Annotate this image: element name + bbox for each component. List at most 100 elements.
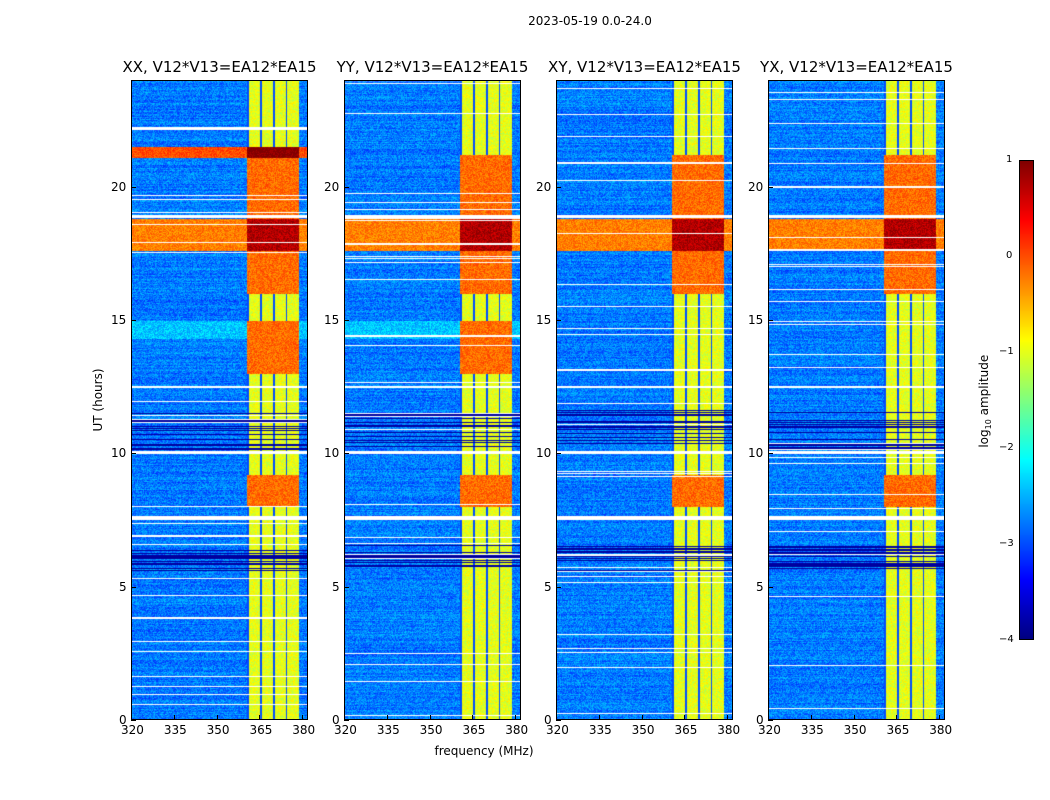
colorbar-tick-label: −1 bbox=[999, 346, 1014, 357]
y-tick-label: 15 bbox=[111, 313, 127, 327]
x-tick-label: 350 bbox=[843, 723, 867, 737]
y-tick bbox=[131, 186, 136, 188]
y-tick bbox=[131, 320, 136, 321]
y-tick bbox=[344, 586, 349, 588]
x-tick-label: 365 bbox=[249, 723, 273, 737]
waterfall-heatmap bbox=[344, 80, 521, 720]
y-tick bbox=[131, 453, 136, 455]
x-tick bbox=[641, 715, 643, 720]
colorbar-tick-label: −4 bbox=[999, 634, 1014, 645]
y-tick bbox=[768, 453, 773, 455]
y-tick-label: 20 bbox=[324, 179, 340, 194]
x-axis-label: frequency (MHz) bbox=[434, 744, 534, 758]
colorbar-label-sub: 10 bbox=[984, 419, 994, 430]
y-tick-label: 0 bbox=[544, 713, 552, 727]
colorbar: 1 0 −1 −2 −3 −4 bbox=[999, 154, 1034, 645]
y-tick bbox=[344, 320, 349, 321]
y-tick bbox=[344, 453, 349, 455]
x-tick bbox=[684, 715, 686, 720]
x-tick-label: 380 bbox=[929, 723, 953, 737]
colorbar-label-suffix: amplitude bbox=[976, 354, 991, 420]
y-tick-label: 0 bbox=[756, 713, 764, 727]
y-tick-label: 10 bbox=[111, 446, 127, 461]
y-tick-label: 5 bbox=[544, 579, 552, 594]
y-tick bbox=[556, 186, 561, 188]
y-tick-label: 10 bbox=[324, 446, 340, 461]
colorbar-label-prefix: log bbox=[976, 429, 991, 448]
waterfall-heatmap bbox=[768, 80, 945, 720]
x-tick bbox=[810, 715, 812, 720]
x-tick bbox=[216, 715, 218, 720]
axes-frame bbox=[344, 80, 521, 720]
panel-title: YY, V12*V13=EA12*EA15 bbox=[336, 58, 529, 76]
x-tick bbox=[939, 715, 941, 720]
axes-frame bbox=[131, 80, 308, 720]
y-tick-label: 5 bbox=[119, 579, 127, 594]
y-tick bbox=[768, 586, 773, 588]
y-tick bbox=[556, 720, 561, 721]
y-tick-label: 20 bbox=[111, 179, 127, 194]
y-tick-label: 20 bbox=[536, 179, 552, 194]
waterfall-heatmap bbox=[131, 80, 308, 720]
x-tick-label: 335 bbox=[800, 723, 824, 737]
x-tick-label: 320 bbox=[121, 723, 144, 737]
x-tick bbox=[259, 715, 261, 720]
x-tick bbox=[598, 715, 600, 720]
x-tick bbox=[131, 715, 132, 720]
x-tick bbox=[896, 715, 898, 720]
y-tick-label: 5 bbox=[756, 579, 764, 594]
colorbar-tick-label: −3 bbox=[999, 538, 1014, 549]
colorbar-tick-label: −2 bbox=[999, 442, 1014, 453]
y-tick bbox=[344, 186, 349, 188]
colorbar-tick-label: 1 bbox=[1006, 154, 1013, 165]
y-tick bbox=[131, 586, 136, 588]
panel-title: XY, V12*V13=EA12*EA15 bbox=[548, 58, 741, 76]
y-axis-label: UT (hours) bbox=[91, 368, 105, 432]
y-tick-label: 10 bbox=[748, 446, 764, 461]
x-tick-label: 365 bbox=[674, 723, 698, 737]
waterfall-panel-yx: YX, V12*V13=EA12*EA15 320 335 350 365 380 0 5 10… bbox=[748, 58, 953, 737]
x-tick-label: 350 bbox=[206, 723, 230, 737]
x-tick-label: 365 bbox=[886, 723, 910, 737]
colorbar-label: log10 amplitude bbox=[977, 346, 993, 456]
x-tick-label: 320 bbox=[758, 723, 781, 737]
x-tick bbox=[515, 715, 517, 720]
x-tick bbox=[472, 715, 474, 720]
x-tick bbox=[173, 715, 175, 720]
x-tick-label: 365 bbox=[462, 723, 486, 737]
x-tick-label: 350 bbox=[631, 723, 655, 737]
x-tick bbox=[556, 715, 557, 720]
x-tick bbox=[302, 715, 304, 720]
y-tick-label: 15 bbox=[536, 313, 552, 327]
y-tick bbox=[556, 453, 561, 455]
x-tick bbox=[853, 715, 855, 720]
x-tick-label: 320 bbox=[546, 723, 569, 737]
y-tick bbox=[131, 720, 136, 721]
y-tick-label: 0 bbox=[332, 713, 340, 727]
y-tick-label: 5 bbox=[332, 579, 340, 594]
panel-title: YX, V12*V13=EA12*EA15 bbox=[760, 58, 953, 76]
axes-frame bbox=[768, 80, 945, 720]
y-tick bbox=[768, 320, 773, 321]
y-tick-label: 15 bbox=[748, 313, 764, 327]
waterfall-panel-xy: XY, V12*V13=EA12*EA15 320 335 350 365 380 0 5 10… bbox=[536, 58, 741, 737]
waterfall-heatmap bbox=[556, 80, 733, 720]
panel-title: XX, V12*V13=EA12*EA15 bbox=[122, 58, 317, 76]
axes-frame bbox=[556, 80, 733, 720]
waterfall-panel-yy: YY, V12*V13=EA12*EA15 320 335 350 365 380 0 5 10… bbox=[324, 58, 528, 737]
x-tick-label: 380 bbox=[717, 723, 741, 737]
x-tick-label: 350 bbox=[419, 723, 443, 737]
x-tick-label: 320 bbox=[334, 723, 357, 737]
y-tick-label: 20 bbox=[748, 179, 764, 194]
x-tick-label: 380 bbox=[292, 723, 316, 737]
x-tick bbox=[727, 715, 729, 720]
colorbar-gradient bbox=[1019, 160, 1034, 640]
y-tick bbox=[344, 720, 349, 721]
y-tick bbox=[768, 720, 773, 721]
x-tick bbox=[768, 715, 769, 720]
x-tick-label: 335 bbox=[588, 723, 612, 737]
x-tick-label: 335 bbox=[163, 723, 187, 737]
x-tick-label: 335 bbox=[376, 723, 400, 737]
y-tick-label: 15 bbox=[324, 313, 340, 327]
colorbar-tick-label: 0 bbox=[1006, 250, 1013, 261]
